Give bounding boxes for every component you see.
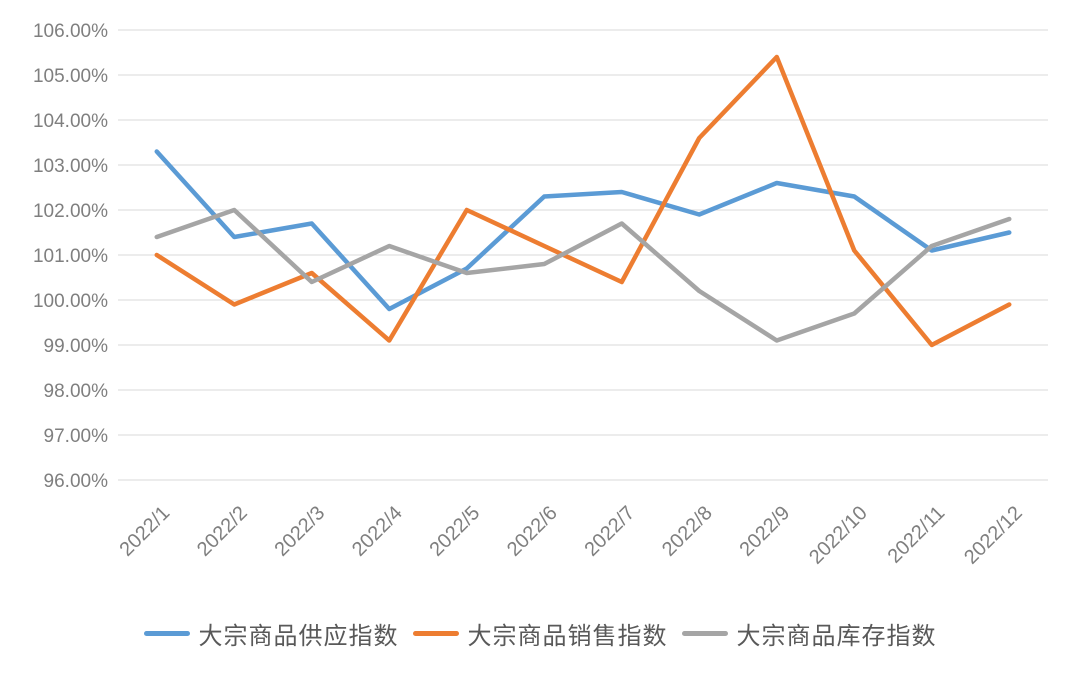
series-line-2 xyxy=(154,207,1012,343)
y-axis-tick-label: 104.00% xyxy=(33,111,108,132)
legend-label-supply: 大宗商品供应指数 xyxy=(198,623,399,650)
x-axis-tick-label: 2022/9 xyxy=(735,502,794,561)
x-axis-tick-label: 2022/7 xyxy=(580,502,639,561)
x-axis-tick-label: 2022/5 xyxy=(425,502,484,561)
x-axis-tick-label: 2022/2 xyxy=(193,502,252,561)
y-axis-tick-label: 105.00% xyxy=(33,66,108,87)
x-axis-tick-label: 2022/6 xyxy=(503,502,562,561)
series-line-1 xyxy=(154,54,1012,348)
x-axis-tick-label: 2022/10 xyxy=(805,502,872,569)
legend-swatch-sales xyxy=(412,631,459,636)
legend-item-inventory: 大宗商品库存指数 xyxy=(681,616,937,651)
y-axis-tick-label: 106.00% xyxy=(33,21,108,42)
y-axis-tick-label: 101.00% xyxy=(33,246,108,267)
series-line-0 xyxy=(154,149,1012,312)
legend-label-inventory: 大宗商品库存指数 xyxy=(736,623,937,650)
x-axis-tick-label: 2022/11 xyxy=(884,502,950,568)
legend-swatch-supply xyxy=(143,631,190,636)
legend-swatch-inventory xyxy=(681,631,728,636)
legend-item-supply: 大宗商品供应指数 xyxy=(143,616,399,651)
x-axis-tick-label: 2022/3 xyxy=(270,502,329,561)
y-axis-tick-label: 99.00% xyxy=(44,336,109,357)
x-axis-tick-label: 2022/12 xyxy=(960,502,1027,569)
x-axis-tick-label: 2022/8 xyxy=(658,502,717,561)
x-axis-tick-label: 2022/1 xyxy=(115,502,174,561)
y-axis-tick-label: 102.00% xyxy=(33,201,108,222)
y-axis-tick-label: 103.00% xyxy=(33,156,108,177)
chart-legend: 大宗商品供应指数 大宗商品销售指数 大宗商品库存指数 xyxy=(0,616,1080,651)
line-chart: 106.00% 105.00% 104.00% 103.00% 102.00% 101.0… xyxy=(33,21,1048,569)
legend-item-sales: 大宗商品销售指数 xyxy=(412,616,668,651)
y-axis-tick-label: 98.00% xyxy=(44,381,109,402)
y-axis-tick-label: 100.00% xyxy=(33,291,108,312)
x-axis-tick-label: 2022/4 xyxy=(348,502,407,561)
y-axis-tick-label: 96.00% xyxy=(44,471,109,492)
legend-label-sales: 大宗商品销售指数 xyxy=(467,623,668,650)
y-axis-tick-label: 97.00% xyxy=(44,426,109,447)
